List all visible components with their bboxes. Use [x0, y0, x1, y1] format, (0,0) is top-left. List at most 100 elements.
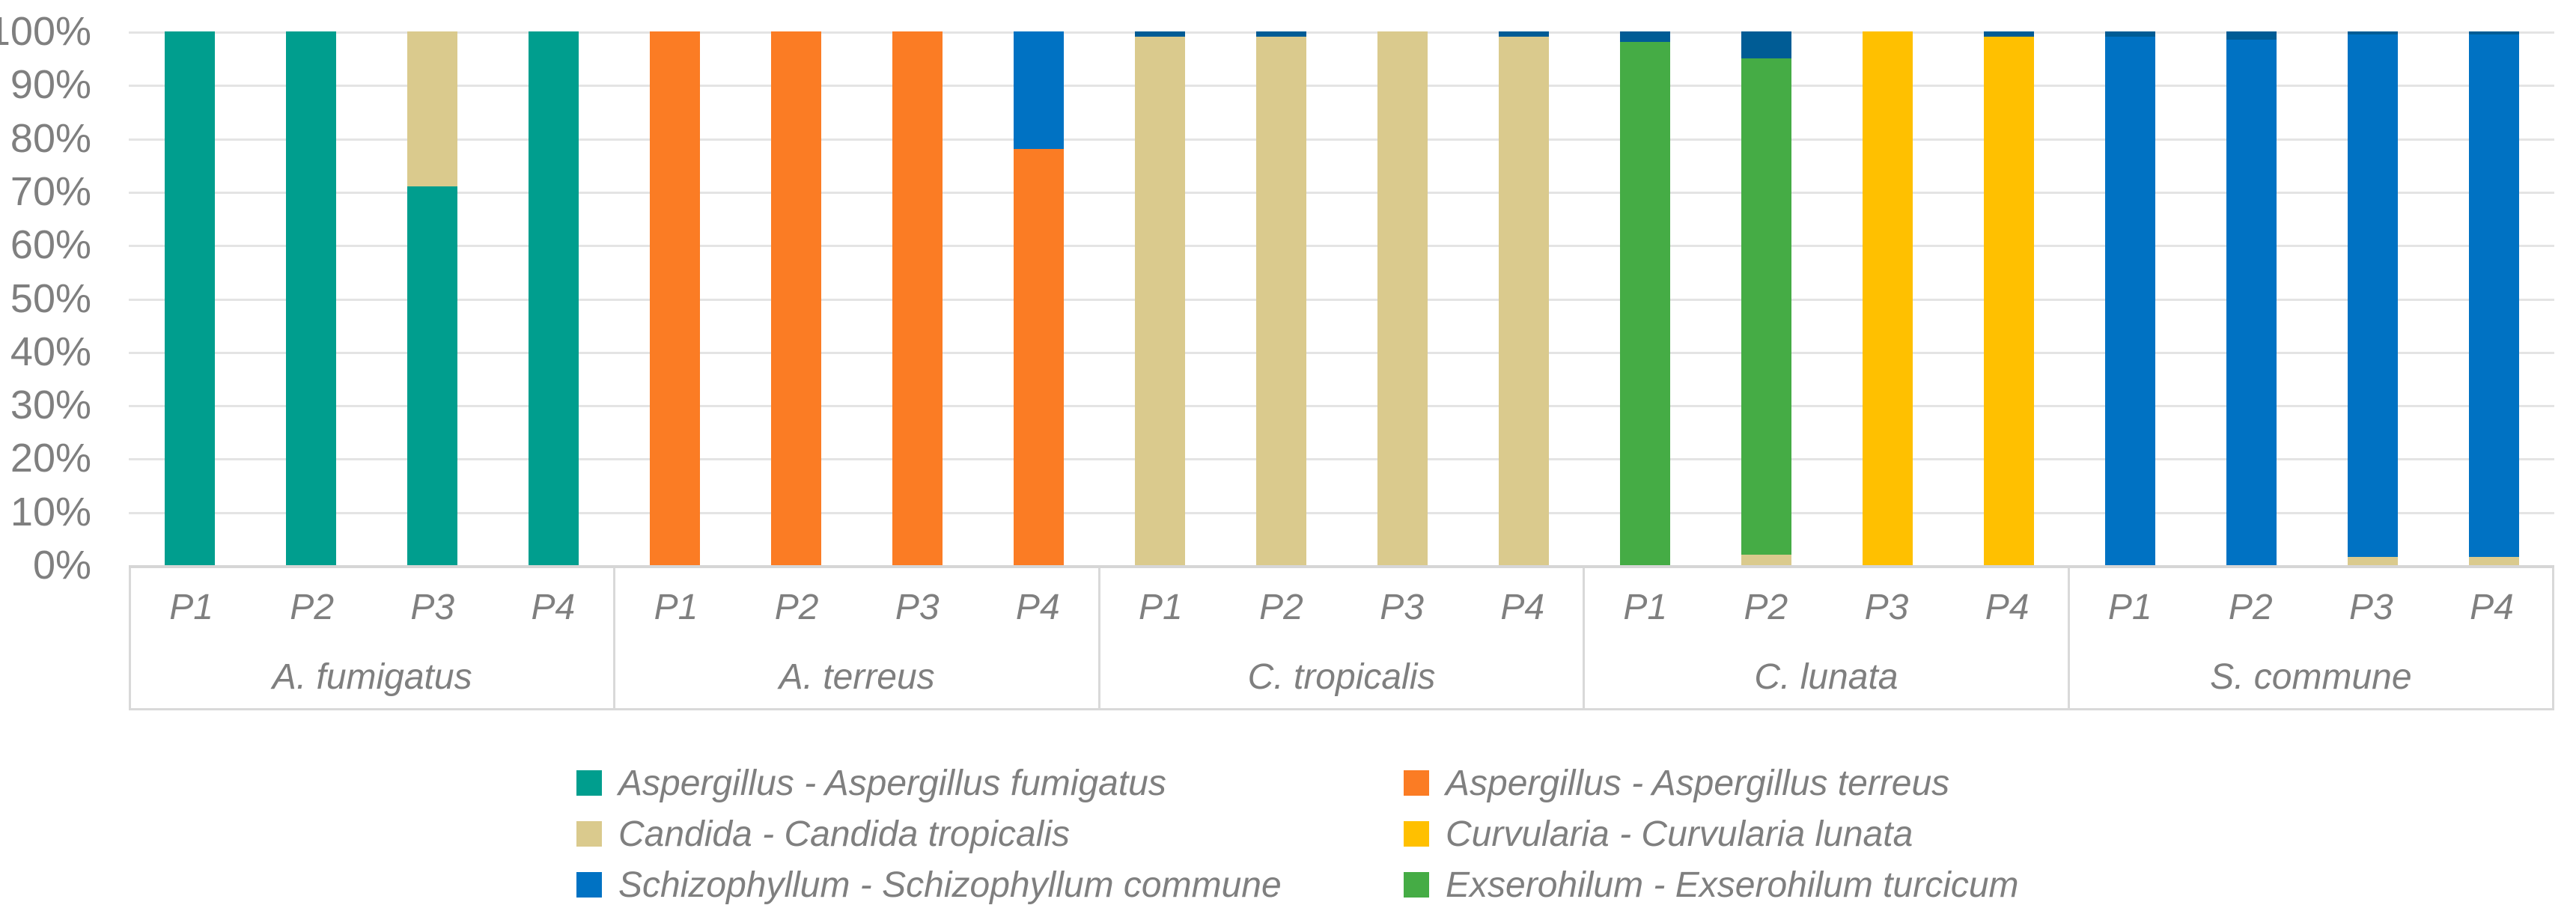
category-group: P1 P2 P3 P4 C. tropicalis: [1100, 568, 1586, 708]
group-label: A. fumigatus: [272, 657, 472, 697]
bar-label: P3: [410, 587, 455, 627]
bar-label: P4: [531, 587, 576, 627]
bar-slot: [1948, 31, 2069, 565]
gridline: [129, 85, 2554, 88]
group-label: A. terreus: [779, 657, 935, 697]
category-group: P1 P2 P3 P4 A. terreus: [615, 568, 1100, 708]
group-label: C. tropicalis: [1247, 657, 1436, 697]
bar-slot: [371, 31, 493, 565]
legend-swatch: [1404, 821, 1429, 847]
bar-segment: [1013, 148, 1064, 565]
bar-label-row: P1 P2 P3 P4: [615, 568, 1097, 646]
bar-segment: [2347, 34, 2398, 558]
bar-segment: [407, 186, 457, 565]
gridline: [129, 298, 2554, 301]
bar-label: P1: [654, 587, 698, 627]
stacked-bar: [164, 31, 215, 565]
bar-segment: [770, 31, 821, 565]
stacked-bar: [649, 31, 700, 565]
y-axis-tick-label: 70%: [10, 168, 91, 214]
category-axis: P1 P2 P3 P4 A. fumigatus P1 P2 P3 P4 A. terreus P1…: [129, 568, 2555, 710]
bar-segment: [2468, 557, 2519, 565]
stacked-bar: [2226, 31, 2277, 565]
bar-slot: [2190, 31, 2312, 565]
bars-container: [129, 31, 2554, 565]
group-label: C. lunata: [1754, 657, 1898, 697]
bar-segment: [2104, 31, 2155, 37]
bar-group: [1584, 31, 2069, 565]
bar-label-row: P1 P2 P3 P4: [1585, 568, 2067, 646]
bar-segment: [1134, 37, 1185, 565]
bar-label: P3: [895, 587, 940, 627]
bar-group: [1099, 31, 1584, 565]
legend-label: Aspergillus - Aspergillus terreus: [1446, 763, 1950, 803]
y-axis-tick-label: 20%: [10, 436, 91, 481]
y-axis-tick-label: 40%: [10, 329, 91, 374]
bar-slot: [1463, 31, 1584, 565]
bar-slot: [1220, 31, 1342, 565]
y-axis-tick-label: 30%: [10, 383, 91, 428]
bar-segment: [1498, 37, 1549, 565]
bar-label: P4: [1500, 587, 1545, 627]
y-axis-tick-label: 50%: [10, 275, 91, 321]
bar-segment: [285, 31, 336, 565]
bar-label: P4: [2470, 587, 2514, 627]
bar-segment: [1741, 554, 1791, 565]
bar-segment: [1134, 31, 1185, 37]
legend-item: Aspergillus - Aspergillus fumigatus: [576, 763, 1404, 804]
bar-segment: [2226, 31, 2277, 40]
legend-label: Curvularia - Curvularia lunata: [1446, 814, 1913, 854]
bar-segment: [1013, 31, 1064, 149]
legend: Aspergillus - Aspergillus fumigatus Asper…: [576, 758, 2231, 905]
bar-label: P4: [1985, 587, 2030, 627]
gridline: [129, 511, 2554, 514]
bar-segment: [2468, 34, 2519, 558]
stacked-bar: [285, 31, 336, 565]
stacked-bar: [1498, 31, 1549, 565]
stacked-bar: [770, 31, 821, 565]
category-group: P1 P2 P3 P4 S. commune: [2070, 568, 2555, 708]
gridline: [129, 245, 2554, 248]
bar-segment: [1741, 31, 1791, 58]
bar-segment: [1619, 31, 1670, 43]
stacked-bar: [1862, 31, 1913, 565]
bar-slot: [2312, 31, 2433, 565]
bar-group: [2069, 31, 2554, 565]
stacked-bar: [1377, 31, 1428, 565]
legend-item: Curvularia - Curvularia lunata: [1404, 814, 2231, 855]
bar-slot: [1342, 31, 1463, 565]
legend-swatch: [576, 872, 602, 898]
stacked-bar: [407, 31, 457, 565]
bar-label-row: P1 P2 P3 P4: [2070, 568, 2552, 646]
bar-segment: [2226, 39, 2277, 565]
bar-slot: [1827, 31, 1948, 565]
bar-slot: [735, 31, 856, 565]
legend-label: Candida - Candida tropicalis: [618, 814, 1070, 854]
legend-item: Candida - Candida tropicalis: [576, 814, 1404, 855]
bar-label: P2: [774, 587, 819, 627]
legend-item: Exserohilum - Exserohilum turcicum: [1404, 865, 2231, 905]
stacked-bar: [1255, 31, 1306, 565]
gridline: [129, 458, 2554, 461]
legend-swatch: [1404, 770, 1429, 796]
bar-label: P3: [1380, 587, 1424, 627]
y-axis-tick-label: 60%: [10, 222, 91, 268]
bar-segment: [1741, 58, 1791, 555]
bar-slot: [614, 31, 735, 565]
bar-slot: [250, 31, 371, 565]
gridline: [129, 405, 2554, 408]
y-axis-tick-label: 0%: [32, 543, 91, 588]
legend-swatch: [576, 821, 602, 847]
stacked-bar: [2468, 31, 2519, 565]
bar-group: [614, 31, 1099, 565]
bar-slot: [2069, 31, 2190, 565]
bar-label: P1: [1623, 587, 1668, 627]
bar-slot: [493, 31, 614, 565]
y-axis-tick-label: 80%: [10, 115, 91, 161]
bar-slot: [1099, 31, 1220, 565]
bar-slot: [129, 31, 250, 565]
legend-item: Aspergillus - Aspergillus terreus: [1404, 763, 2231, 804]
bar-segment: [407, 31, 457, 186]
y-axis-tick-label: 10%: [10, 489, 91, 534]
